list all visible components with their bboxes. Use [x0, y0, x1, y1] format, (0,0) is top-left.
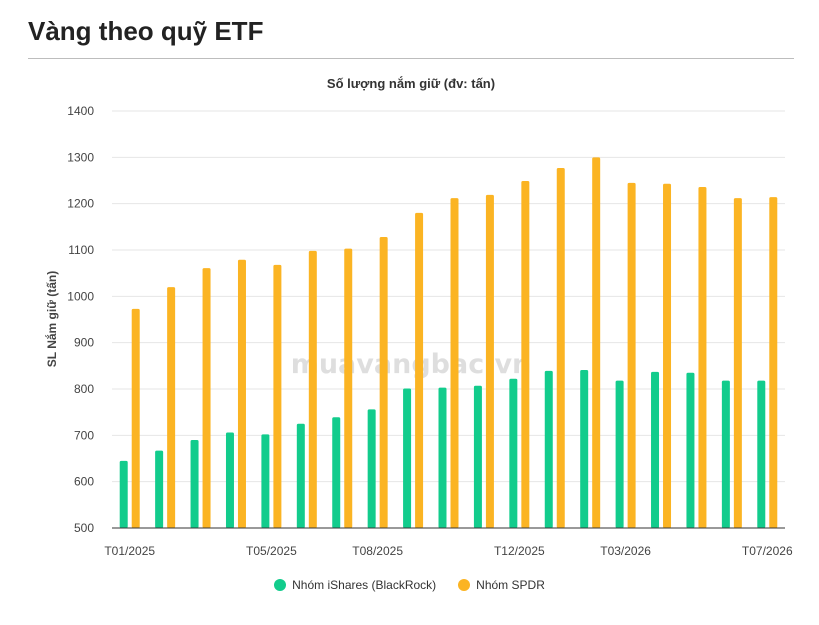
bar-spdr[interactable]	[308, 250, 317, 528]
legend-item-spdr[interactable]: Nhóm SPDR	[458, 578, 545, 592]
bars	[119, 157, 778, 529]
bar-spdr[interactable]	[237, 259, 246, 528]
x-tick-label: T03/2026	[600, 544, 651, 558]
bar-ishares[interactable]	[721, 380, 730, 528]
legend-label-ishares: Nhóm iShares (BlackRock)	[292, 578, 437, 592]
bar-spdr[interactable]	[769, 197, 778, 528]
y-tick-label: 500	[74, 521, 94, 535]
y-tick-label: 1200	[67, 197, 94, 211]
bar-ishares[interactable]	[686, 372, 695, 528]
bar-spdr[interactable]	[450, 198, 459, 528]
series-ishares	[119, 370, 766, 528]
y-tick-label: 1400	[67, 104, 94, 118]
bar-ishares[interactable]	[473, 385, 482, 528]
y-tick-label: 1100	[68, 243, 94, 257]
bar-spdr[interactable]	[627, 182, 636, 529]
bar-spdr[interactable]	[202, 268, 211, 528]
x-tick-label: T12/2025	[494, 544, 545, 558]
bar-spdr[interactable]	[485, 194, 494, 528]
legend: Nhóm iShares (BlackRock) Nhóm SPDR	[0, 578, 819, 592]
bar-ishares[interactable]	[757, 380, 766, 528]
y-tick-label: 700	[74, 428, 94, 442]
bar-ishares[interactable]	[615, 380, 624, 528]
bar-ishares[interactable]	[544, 370, 553, 528]
bar-spdr[interactable]	[592, 157, 601, 529]
x-axis-ticks: T01/2025 T05/2025 T08/2025 T12/2025 T03/2026…	[104, 544, 793, 558]
y-axis-ticks: 500 600 700 800 900 1000 1100 1200 1300 1400	[67, 104, 94, 535]
y-tick-label: 600	[74, 475, 94, 489]
bar-spdr[interactable]	[344, 248, 353, 529]
x-tick-label: T05/2025	[246, 544, 297, 558]
x-tick-label: T08/2025	[352, 544, 403, 558]
bar-spdr[interactable]	[556, 167, 565, 529]
legend-dot-spdr	[458, 579, 471, 591]
bar-ishares[interactable]	[190, 439, 199, 528]
bar-ishares[interactable]	[367, 409, 376, 528]
watermark-text: muavangbac.vn	[291, 349, 532, 380]
bar-ishares[interactable]	[332, 417, 341, 528]
grid-lines	[112, 110, 785, 483]
legend-dot-ishares	[274, 579, 287, 591]
bar-ishares[interactable]	[119, 460, 128, 528]
bar-spdr[interactable]	[167, 287, 176, 528]
etf-holdings-chart: Số lượng nắm giữ (đv: tấn) muavangbac.vn…	[44, 76, 793, 558]
bar-ishares[interactable]	[651, 371, 660, 528]
bar-ishares[interactable]	[225, 432, 234, 528]
bar-spdr[interactable]	[698, 186, 707, 528]
y-axis-label: SL Nắm giữ (tấn)	[44, 271, 59, 367]
x-tick-label: T07/2026	[742, 544, 793, 558]
bar-ishares[interactable]	[155, 450, 164, 528]
y-tick-label: 1000	[67, 289, 94, 303]
y-tick-label: 800	[74, 382, 94, 396]
y-tick-label: 900	[74, 336, 94, 350]
series-spdr	[131, 157, 778, 529]
bar-ishares[interactable]	[580, 370, 589, 528]
chart-title: Số lượng nắm giữ (đv: tấn)	[327, 76, 495, 91]
bar-spdr[interactable]	[131, 308, 140, 528]
legend-label-spdr: Nhóm SPDR	[476, 578, 545, 592]
bar-ishares[interactable]	[403, 388, 412, 528]
bar-spdr[interactable]	[415, 212, 424, 528]
bar-ishares[interactable]	[296, 423, 305, 528]
page-title: Vàng theo quỹ ETF	[28, 16, 264, 46]
legend-item-ishares[interactable]: Nhóm iShares (BlackRock)	[274, 578, 436, 592]
bar-ishares[interactable]	[438, 387, 447, 528]
x-tick-label: T01/2025	[104, 544, 155, 558]
bar-ishares[interactable]	[261, 434, 270, 528]
y-tick-label: 1300	[67, 150, 94, 164]
title-divider	[28, 58, 794, 59]
bar-spdr[interactable]	[273, 264, 282, 528]
bar-spdr[interactable]	[521, 180, 530, 529]
bar-spdr[interactable]	[663, 183, 672, 528]
bar-spdr[interactable]	[733, 198, 742, 528]
bar-ishares[interactable]	[509, 378, 518, 528]
bar-spdr[interactable]	[379, 237, 388, 528]
